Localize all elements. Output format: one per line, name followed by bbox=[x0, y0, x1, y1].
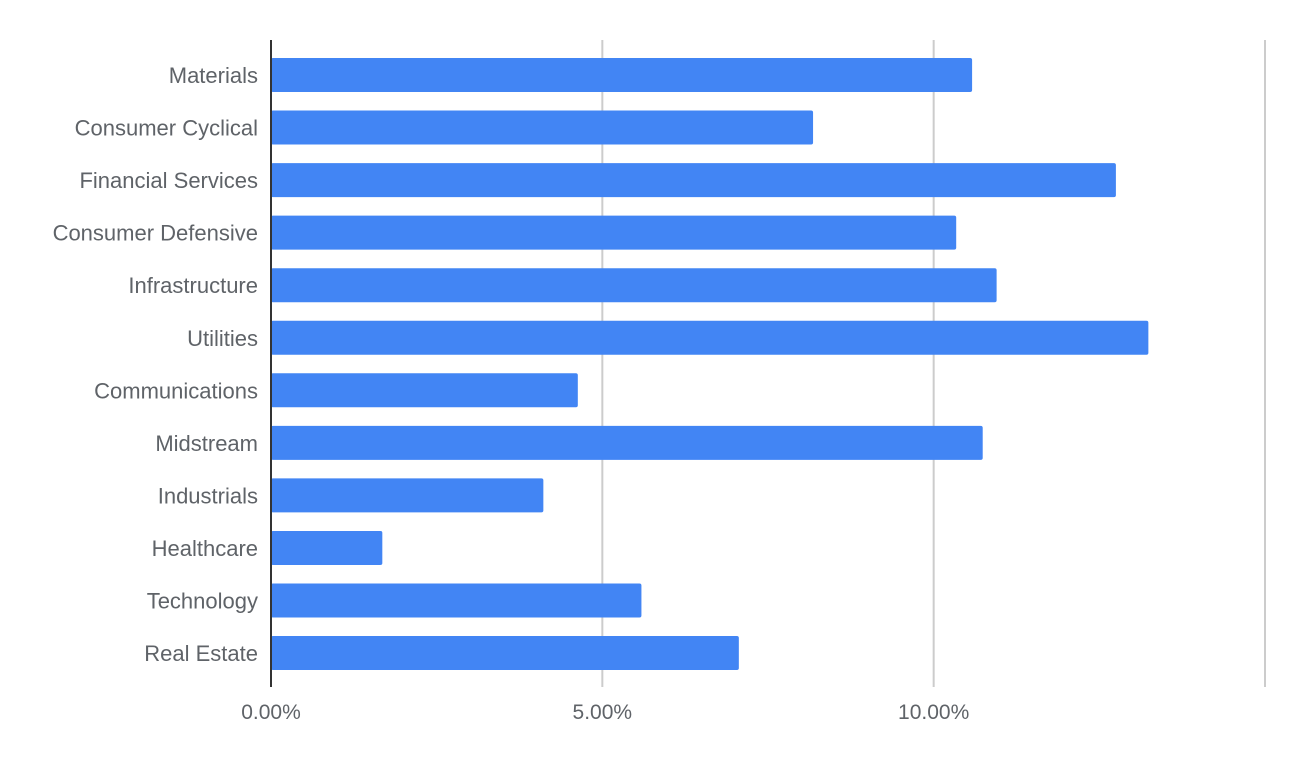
bar bbox=[271, 530, 383, 565]
category-label: Utilities bbox=[187, 326, 258, 351]
category-label: Consumer Defensive bbox=[53, 221, 258, 246]
bar bbox=[271, 320, 1149, 355]
x-tick-label: 10.00% bbox=[898, 701, 969, 724]
bar bbox=[271, 268, 997, 303]
category-label: Materials bbox=[169, 63, 258, 88]
category-label: Communications bbox=[94, 378, 258, 403]
bar bbox=[271, 478, 544, 513]
x-tick-label: 0.00% bbox=[241, 701, 301, 724]
category-label: Financial Services bbox=[79, 168, 258, 193]
x-tick-labels: 0.00% 5.00% 10.00% bbox=[241, 701, 969, 724]
category-label: Consumer Cyclical bbox=[75, 116, 258, 141]
category-label: Healthcare bbox=[152, 536, 258, 561]
category-label: Technology bbox=[147, 589, 258, 614]
bar bbox=[271, 110, 814, 145]
bars bbox=[271, 58, 1149, 671]
category-label: Real Estate bbox=[144, 641, 258, 666]
bar bbox=[271, 636, 739, 671]
bar bbox=[271, 163, 1116, 198]
bar bbox=[271, 583, 642, 618]
gridlines bbox=[601, 40, 1266, 687]
bar bbox=[271, 425, 983, 460]
bar bbox=[271, 215, 957, 250]
category-label: Infrastructure bbox=[128, 273, 258, 298]
category-label: Industrials bbox=[158, 483, 258, 508]
bar bbox=[271, 373, 578, 408]
category-labels: Materials Consumer Cyclical Financial Serv… bbox=[53, 63, 258, 666]
x-tick-label: 5.00% bbox=[573, 701, 633, 724]
category-label: Midstream bbox=[155, 431, 258, 456]
bar bbox=[271, 58, 973, 92]
